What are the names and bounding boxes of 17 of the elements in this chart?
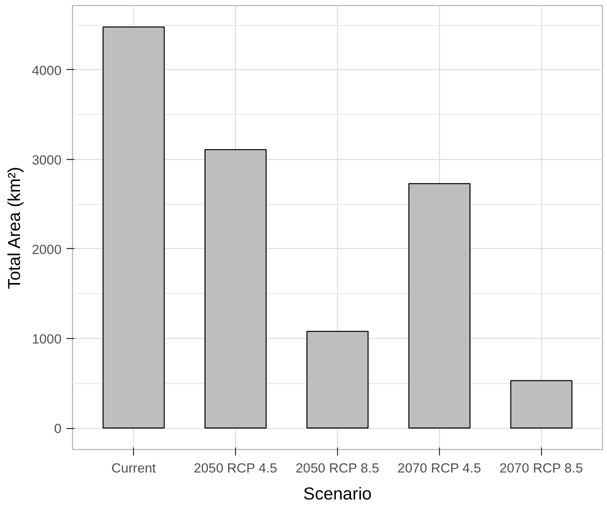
x-axis-title: Scenario: [303, 484, 372, 504]
y-tick-label: 0: [54, 421, 62, 436]
y-axis-title: Total Area (km²): [4, 166, 24, 290]
x-tick-label: 2070 RCP 4.5: [398, 460, 482, 476]
bar: [306, 330, 369, 429]
bar: [102, 26, 165, 429]
x-tick-label: Current: [111, 460, 156, 476]
y-tick-label: 1000: [32, 332, 62, 346]
x-tick-label: 2050 RCP 8.5: [296, 460, 380, 476]
bar: [204, 149, 267, 429]
y-tick-label: 4000: [32, 62, 62, 78]
bar: [510, 380, 572, 429]
y-tick-label: 2000: [32, 242, 62, 257]
x-tick-label: 2070 RCP 8.5: [499, 460, 583, 476]
x-tick-label: 2050 RCP 4.5: [194, 460, 278, 476]
bar: [408, 183, 470, 429]
y-tick-label: 3000: [32, 152, 62, 168]
